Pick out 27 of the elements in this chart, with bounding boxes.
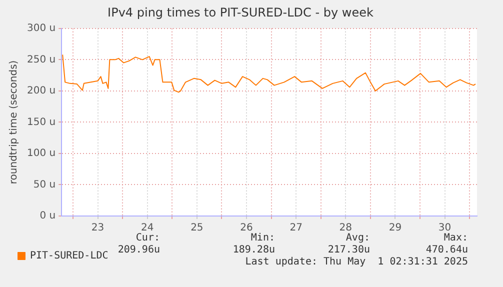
text: Cur: [136,232,160,244]
text: 209.96u [118,244,160,256]
y-tick-label: 250 u [26,54,56,66]
x-tick-label: 25 [190,222,204,234]
x-tick-label: 30 [438,222,452,234]
text: Avg: [346,232,370,244]
y-tick-label: 50 u [33,179,56,190]
y-tick-label: 0 u [40,210,56,222]
y-tick-label: 300 u [26,22,56,34]
chart-title: IPv4 ping times to PIT-SURED-LDC - by week [108,5,374,20]
y-tick-label: 100 u [26,148,56,160]
x-tick-label: 23 [91,222,104,234]
legend-label: PIT-SURED-LDC [30,250,108,262]
x-tick-label: 29 [388,222,402,234]
text: 470.64u [426,244,468,256]
text: 189.28u [232,244,275,256]
y-tick-label: 200 u [26,86,56,97]
x-tick-label: 26 [240,222,253,234]
text: Max: [444,232,468,244]
text: Min: [250,232,275,244]
y-tick-label: 150 u [26,116,56,128]
text: 217.30u [328,244,370,256]
text: Last update: Thu May 1 02:31:31 2025 [245,256,468,268]
x-tick-label: 24 [140,222,154,234]
x-tick-label: 28 [339,222,352,234]
x-tick-label: 27 [290,222,302,234]
y-axis-title: roundtrip time (seconds) [8,60,20,184]
